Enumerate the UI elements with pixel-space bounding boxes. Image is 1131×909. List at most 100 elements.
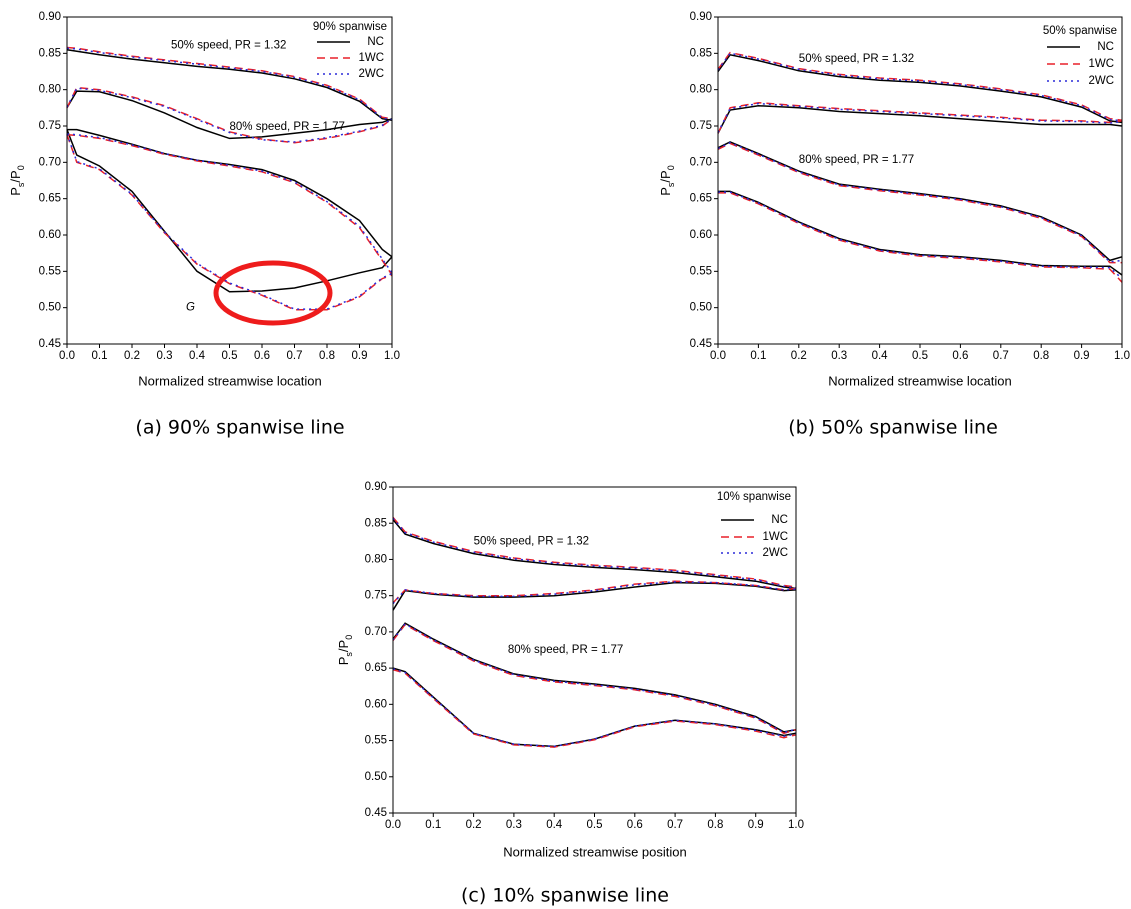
y-axis-label-part: s xyxy=(344,652,354,657)
caption: (c) 10% spanwise line xyxy=(461,885,669,907)
data-line xyxy=(392,517,797,589)
y-tick-label: 0.85 xyxy=(690,47,712,59)
data-line xyxy=(66,134,393,311)
y-tick-label: 0.45 xyxy=(365,807,387,819)
y-axis-label-part: s xyxy=(16,182,26,187)
y-tick-label: 0.60 xyxy=(690,229,712,241)
data-line xyxy=(718,192,1123,283)
data-line xyxy=(66,87,393,143)
caption: (b) 50% spanwise line xyxy=(788,417,998,439)
y-tick-label: 0.75 xyxy=(365,590,387,602)
y-tick-label: 0.80 xyxy=(39,84,61,96)
data-line xyxy=(392,580,797,604)
data-line xyxy=(392,519,797,590)
x-tick-label: 0.3 xyxy=(506,819,522,831)
x-tick-label: 0.9 xyxy=(748,819,764,831)
y-tick-label: 0.70 xyxy=(39,156,61,168)
x-tick-label: 0.2 xyxy=(124,350,140,362)
data-line xyxy=(392,668,797,748)
data-line xyxy=(717,141,1123,263)
legend-label: 2WC xyxy=(1088,75,1114,87)
x-tick-label: 1.0 xyxy=(384,350,400,362)
y-tick-label: 0.65 xyxy=(690,193,712,205)
x-tick-label: 0.6 xyxy=(627,819,643,831)
x-tick-label: 0.8 xyxy=(1033,350,1049,362)
x-tick-label: 0.8 xyxy=(319,350,335,362)
y-axis-label-part: 0 xyxy=(16,165,26,170)
highlight-ellipse xyxy=(213,260,333,326)
y-axis-label: Ps/P0 xyxy=(658,165,676,195)
x-axis-label: Normalized streamwise location xyxy=(138,373,322,388)
annotation: 80% speed, PR = 1.77 xyxy=(799,154,914,166)
x-tick-label: 0.1 xyxy=(425,819,441,831)
y-axis-label: Ps/P0 xyxy=(336,635,354,665)
annotation: 80% speed, PR = 1.77 xyxy=(508,644,623,656)
data-line xyxy=(717,142,1122,264)
y-tick-label: 0.45 xyxy=(39,338,61,350)
y-tick-label: 0.60 xyxy=(365,698,387,710)
data-line xyxy=(718,190,1123,276)
data-line xyxy=(66,133,393,274)
legend-label: 1WC xyxy=(1088,58,1114,70)
y-tick-label: 0.75 xyxy=(39,120,61,132)
x-tick-label: 0.8 xyxy=(707,819,723,831)
x-tick-label: 0.5 xyxy=(912,350,928,362)
data-line xyxy=(717,104,1123,134)
data-line xyxy=(66,46,393,120)
legend-label: 2WC xyxy=(358,68,384,80)
y-axis-label-part: /P xyxy=(8,170,23,182)
y-tick-label: 0.90 xyxy=(690,11,712,23)
legend-label: NC xyxy=(367,36,384,48)
x-tick-label: 0.7 xyxy=(667,819,683,831)
data-line xyxy=(717,52,1123,122)
x-tick-label: 0.5 xyxy=(222,350,238,362)
y-tick-label: 0.55 xyxy=(365,735,387,747)
data-line xyxy=(392,667,797,748)
y-tick-label: 0.80 xyxy=(690,84,712,96)
x-tick-label: 0.7 xyxy=(993,350,1009,362)
data-line xyxy=(717,102,1123,133)
y-tick-label: 0.70 xyxy=(690,156,712,168)
y-axis-label-part: 0 xyxy=(344,635,354,640)
y-axis-label-part: P xyxy=(658,187,673,196)
y-tick-label: 0.85 xyxy=(365,517,387,529)
y-tick-label: 0.65 xyxy=(39,193,61,205)
x-tick-label: 0.1 xyxy=(92,350,108,362)
data-line xyxy=(66,47,393,121)
annotation: 50% speed, PR = 1.32 xyxy=(799,53,914,65)
y-tick-label: 0.50 xyxy=(690,302,712,314)
x-tick-label: 0.2 xyxy=(791,350,807,362)
legend-title: 50% spanwise xyxy=(1043,25,1117,37)
x-tick-label: 0.5 xyxy=(587,819,603,831)
y-tick-label: 0.80 xyxy=(365,553,387,565)
y-tick-label: 0.70 xyxy=(365,626,387,638)
data-line xyxy=(718,191,1123,280)
x-tick-label: 0.4 xyxy=(872,350,889,362)
x-tick-label: 0.9 xyxy=(352,350,368,362)
y-tick-label: 0.60 xyxy=(39,229,61,241)
data-line xyxy=(67,128,393,258)
data-line xyxy=(66,133,393,276)
legend-label: 1WC xyxy=(762,531,788,543)
data-line xyxy=(717,141,1123,262)
annotation: 80% speed, PR = 1.77 xyxy=(230,121,345,133)
legend-title: 90% spanwise xyxy=(313,21,387,33)
y-tick-label: 0.90 xyxy=(39,11,61,23)
x-tick-label: 0.4 xyxy=(189,350,206,362)
data-line xyxy=(392,623,797,735)
y-axis-label: Ps/P0 xyxy=(8,165,26,195)
annotation: 50% speed, PR = 1.32 xyxy=(171,39,286,51)
y-tick-label: 0.45 xyxy=(690,338,712,350)
plot-frame xyxy=(66,16,393,345)
marker-label: G xyxy=(186,302,195,314)
x-tick-label: 0.6 xyxy=(254,350,270,362)
data-line xyxy=(392,516,797,588)
caption: (a) 90% spanwise line xyxy=(135,417,344,439)
annotation: 50% speed, PR = 1.32 xyxy=(474,535,589,547)
legend-label: 1WC xyxy=(358,52,384,64)
x-tick-label: 0.7 xyxy=(287,350,303,362)
y-tick-label: 0.50 xyxy=(39,302,61,314)
y-axis-label-part: /P xyxy=(336,640,351,652)
legend-label: NC xyxy=(1097,41,1114,53)
